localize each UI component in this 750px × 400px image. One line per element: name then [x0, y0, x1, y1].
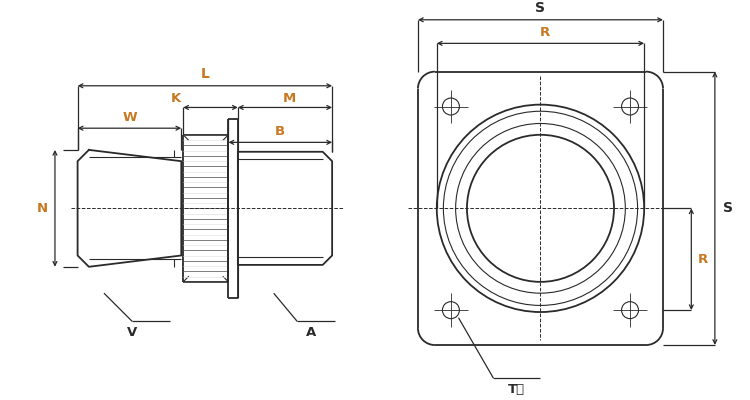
Text: A: A — [306, 326, 316, 339]
Text: S: S — [536, 0, 545, 14]
Text: N: N — [38, 202, 48, 215]
Text: T穴: T穴 — [509, 383, 526, 396]
Text: R: R — [540, 26, 550, 38]
Text: K: K — [170, 92, 181, 104]
Text: L: L — [200, 68, 209, 82]
Text: W: W — [122, 111, 136, 124]
Text: M: M — [283, 92, 296, 104]
Text: B: B — [275, 126, 285, 138]
Text: S: S — [723, 201, 733, 215]
Text: R: R — [698, 253, 708, 266]
Text: V: V — [128, 326, 137, 339]
